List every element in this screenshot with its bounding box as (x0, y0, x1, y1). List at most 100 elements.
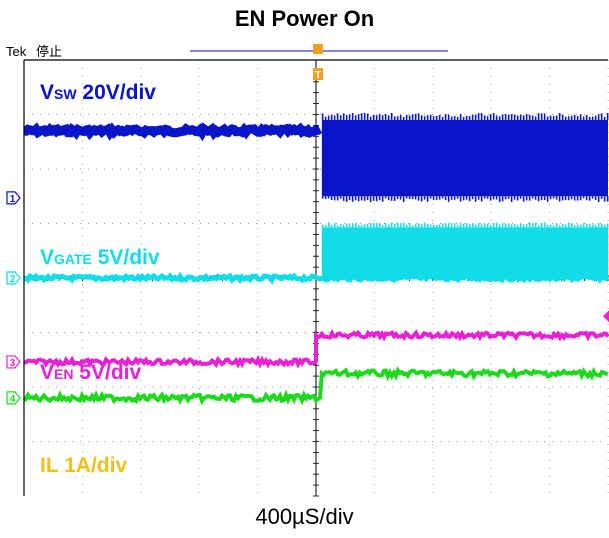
trace-vgate-noise (600, 223, 603, 228)
trace-vsw-noise (546, 116, 549, 120)
trace-vgate-noise (381, 225, 384, 228)
trace-vgate-noise (558, 225, 561, 228)
trace-vsw-noise (495, 115, 498, 120)
trace-vsw-noise (594, 115, 597, 120)
trace-vsw-noise (390, 196, 393, 201)
channel-marker-1 (6, 191, 21, 205)
trace-vsw-noise (369, 196, 372, 203)
trace-vgate-noise (489, 225, 492, 228)
trace-vsw-noise (441, 196, 444, 199)
brand-label: Tek (6, 44, 27, 59)
trace-vgate-noise (432, 224, 435, 228)
channel-label-prefix: V (40, 246, 54, 269)
trace-vsw-noise (381, 196, 384, 202)
trace-vsw-noise (399, 114, 402, 120)
trace-vsw-noise (366, 196, 369, 201)
trace-vsw-noise (429, 114, 432, 120)
trace-vsw-noise (531, 115, 534, 120)
trace-vgate-noise (372, 223, 375, 228)
trace-vsw-noise (327, 196, 330, 199)
channel-label-prefix: IL (40, 454, 59, 477)
trace-vgate-noise (399, 223, 402, 228)
trace-vgate-noise (429, 224, 432, 228)
trace-vsw-noise (345, 196, 348, 202)
trace-vgate-noise (459, 222, 462, 228)
trace-vgate-noise (339, 224, 342, 228)
trace-vsw-noise (357, 196, 360, 202)
trace-vgate-noise (327, 222, 330, 228)
trace-vgate-noise (528, 222, 531, 228)
trace-vsw-noise (513, 196, 516, 200)
trace-vsw-noise (495, 196, 498, 200)
trace-vsw-noise (468, 196, 471, 202)
trace-vsw-noise (333, 115, 336, 120)
trace-vsw-noise (570, 115, 573, 120)
trace-vsw-noise (405, 114, 408, 120)
trace-vsw-noise (444, 196, 447, 201)
trace-vsw-noise (588, 196, 591, 201)
trace-vsw-noise (501, 196, 504, 202)
trace-vgate-noise (426, 223, 429, 228)
trace-vsw-noise (555, 115, 558, 120)
trace-vgate-noise (477, 222, 480, 228)
trace-vsw-noise (375, 115, 378, 120)
trace-vsw-noise (564, 196, 567, 201)
chart-title: EN Power On (234, 6, 375, 31)
trace-vsw-noise (519, 196, 522, 199)
trace-vsw-noise (507, 196, 510, 199)
trace-vsw-noise (393, 116, 396, 120)
trace-vgate-noise (597, 223, 600, 228)
trace-vsw-noise (447, 196, 450, 202)
trace-vgate-noise (465, 222, 468, 228)
trace-vgate-noise (510, 224, 513, 228)
trace-vsw-noise (492, 113, 495, 120)
trace-vsw-noise (549, 115, 552, 120)
trace-vsw-noise (468, 116, 471, 120)
trace-vsw-noise (435, 196, 438, 200)
trace-vsw-noise (369, 116, 372, 120)
trace-vsw-noise (387, 115, 390, 120)
trace-vgate-noise (396, 222, 399, 228)
trace-vsw-noise (549, 196, 552, 200)
trace-vgate-noise (345, 223, 348, 228)
trace-vsw-noise (426, 115, 429, 120)
status-label: 停止 (36, 44, 62, 60)
trace-vsw-noise (330, 114, 333, 120)
trace-vgate-noise (420, 224, 423, 228)
trace-vsw-noise (579, 114, 582, 120)
trigger-marker-label: T (315, 70, 321, 81)
trace-vgate-noise (453, 223, 456, 228)
trace-vgate-noise (576, 224, 579, 228)
trace-vsw-noise (447, 114, 450, 120)
trace-vgate-noise (471, 223, 474, 228)
trace-vsw-noise (597, 196, 600, 203)
trace-vsw-noise (561, 196, 564, 201)
trace-vsw-noise (423, 116, 426, 120)
channel-marker-3 (6, 355, 21, 369)
trace-vsw-noise (537, 113, 540, 120)
channel-label-prefix: V (40, 81, 54, 104)
trace-vsw-noise (384, 114, 387, 120)
trace-vsw-noise (543, 196, 546, 201)
trace-vsw-noise (531, 196, 534, 199)
channel-marker-2 (6, 271, 21, 285)
trace-vsw-noise (585, 196, 588, 201)
trace-vgate-noise (546, 224, 549, 228)
trace-vsw-noise (606, 196, 609, 202)
channel-label-scale: 1A/div (58, 454, 127, 477)
trace-vsw-noise (483, 196, 486, 199)
trace-vsw-noise (435, 115, 438, 120)
trace-vgate-noise (501, 222, 504, 228)
trace-vsw-noise (456, 196, 459, 199)
trace-vsw-noise (336, 113, 339, 120)
trace-vsw-noise (600, 196, 603, 199)
trace-vgate-noise (387, 224, 390, 228)
trace-vsw-noise (534, 196, 537, 200)
trace-vsw-noise (432, 116, 435, 120)
trace-vsw-noise (591, 116, 594, 120)
channel-marker-4 (6, 391, 21, 405)
trace-vgate-noise (357, 224, 360, 228)
trace-vgate-noise (402, 222, 405, 228)
trace-vgate-noise (348, 223, 351, 228)
trace-ven (23, 329, 609, 369)
